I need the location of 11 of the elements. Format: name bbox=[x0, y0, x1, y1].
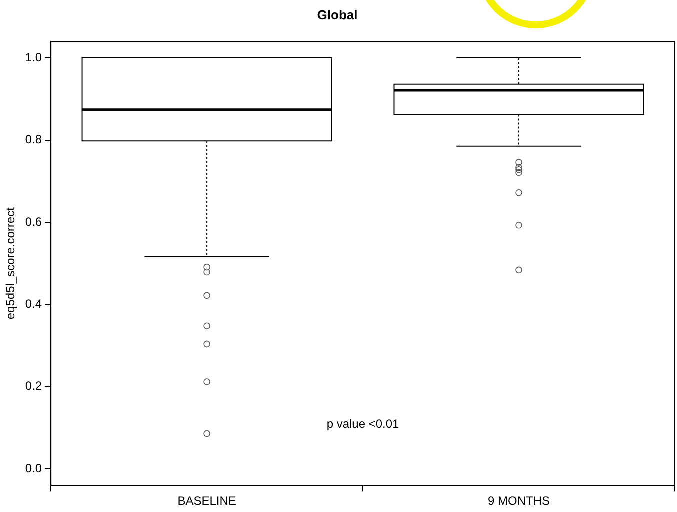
y-tick-label: 0.6 bbox=[25, 214, 42, 229]
y-tick-label: 1.0 bbox=[25, 50, 42, 64]
y-tick-label: 0.2 bbox=[25, 379, 42, 394]
x-tick-label: 9 MONTHS bbox=[488, 494, 550, 508]
y-axis-title: eq5d5l_score.correct bbox=[4, 206, 18, 320]
x-tick-label: BASELINE bbox=[178, 494, 236, 508]
annotation: p value <0.01 bbox=[326, 416, 400, 431]
y-tick-label: 0.0 bbox=[25, 461, 42, 476]
y-tick-label: 0.4 bbox=[25, 297, 42, 312]
y-tick-label: 0.8 bbox=[25, 132, 42, 147]
chart-title: Global bbox=[317, 7, 358, 22]
